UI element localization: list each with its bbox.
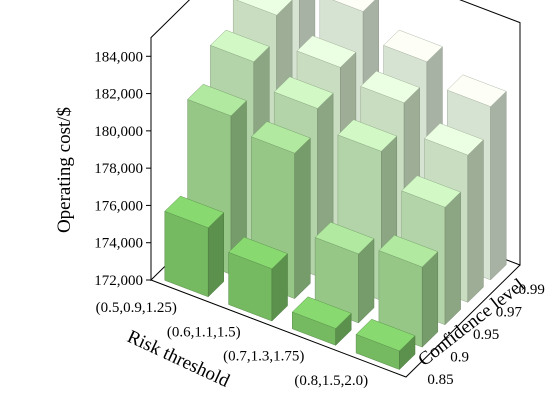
z-tick-label: 0.99	[519, 282, 545, 298]
bar	[228, 236, 288, 322]
x-tick-label: (0.5,0.9,1.25)	[96, 300, 177, 316]
bar-top-face	[187, 83, 247, 117]
bar	[164, 195, 225, 298]
bar-top-face	[250, 121, 311, 154]
bar-side-face	[444, 191, 461, 326]
y-tick-label: 174,000	[94, 236, 143, 252]
bar-top-face	[314, 221, 375, 255]
y-tick-label: 184,000	[94, 49, 143, 65]
bars	[164, 0, 507, 371]
bar	[378, 234, 439, 348]
z-tick-label: 0.95	[473, 327, 499, 343]
floor-edges	[150, 264, 521, 378]
bar-top-face	[332, 0, 376, 12]
x-tick-label: (0.8,1.5,2.0)	[294, 373, 368, 389]
z-tick-label: 0.97	[496, 305, 523, 321]
y-tick-label: 172,000	[94, 273, 143, 289]
bar-top-face	[424, 123, 484, 156]
y-tick-label: 182,000	[94, 87, 143, 103]
bar-top-face	[446, 74, 507, 107]
bar-top-face	[235, 0, 293, 16]
y-axis-label: Operating cost/$	[54, 107, 75, 233]
bar-side-face	[467, 139, 484, 303]
y-tick-label: 178,000	[94, 161, 143, 177]
bar	[314, 221, 375, 324]
bar-top-face	[291, 296, 352, 329]
bar-top-face	[209, 29, 270, 63]
bar-side-face	[294, 137, 311, 300]
bar	[291, 296, 352, 346]
bar-top-face	[360, 70, 421, 104]
bar	[355, 318, 416, 371]
y-tick-label: 176,000	[94, 198, 143, 214]
y-tick-label: 180,000	[94, 124, 143, 140]
bar-top-face	[228, 236, 288, 270]
bar-top-face	[296, 35, 357, 68]
z-tick-label: 0.9	[450, 349, 469, 365]
bar-side-face	[490, 90, 507, 281]
z-tick-label: 0.85	[427, 372, 453, 388]
y-axis-ticks: 172,000 174,000 176,000 178,000 180,000 182,0…	[94, 49, 545, 389]
bar-top-face	[378, 234, 439, 268]
bar-top-face	[164, 195, 225, 229]
bar-top-face	[355, 318, 416, 352]
bar-top-face	[401, 175, 462, 208]
x-tick-label: (0.6,1.1,1.5)	[167, 324, 241, 340]
x-tick-label: (0.7,1.3,1.75)	[223, 349, 304, 365]
bar-top-face	[273, 76, 334, 109]
bar-side-face	[421, 251, 439, 348]
bar-top-face	[383, 29, 443, 63]
bar-top-face	[337, 119, 398, 152]
